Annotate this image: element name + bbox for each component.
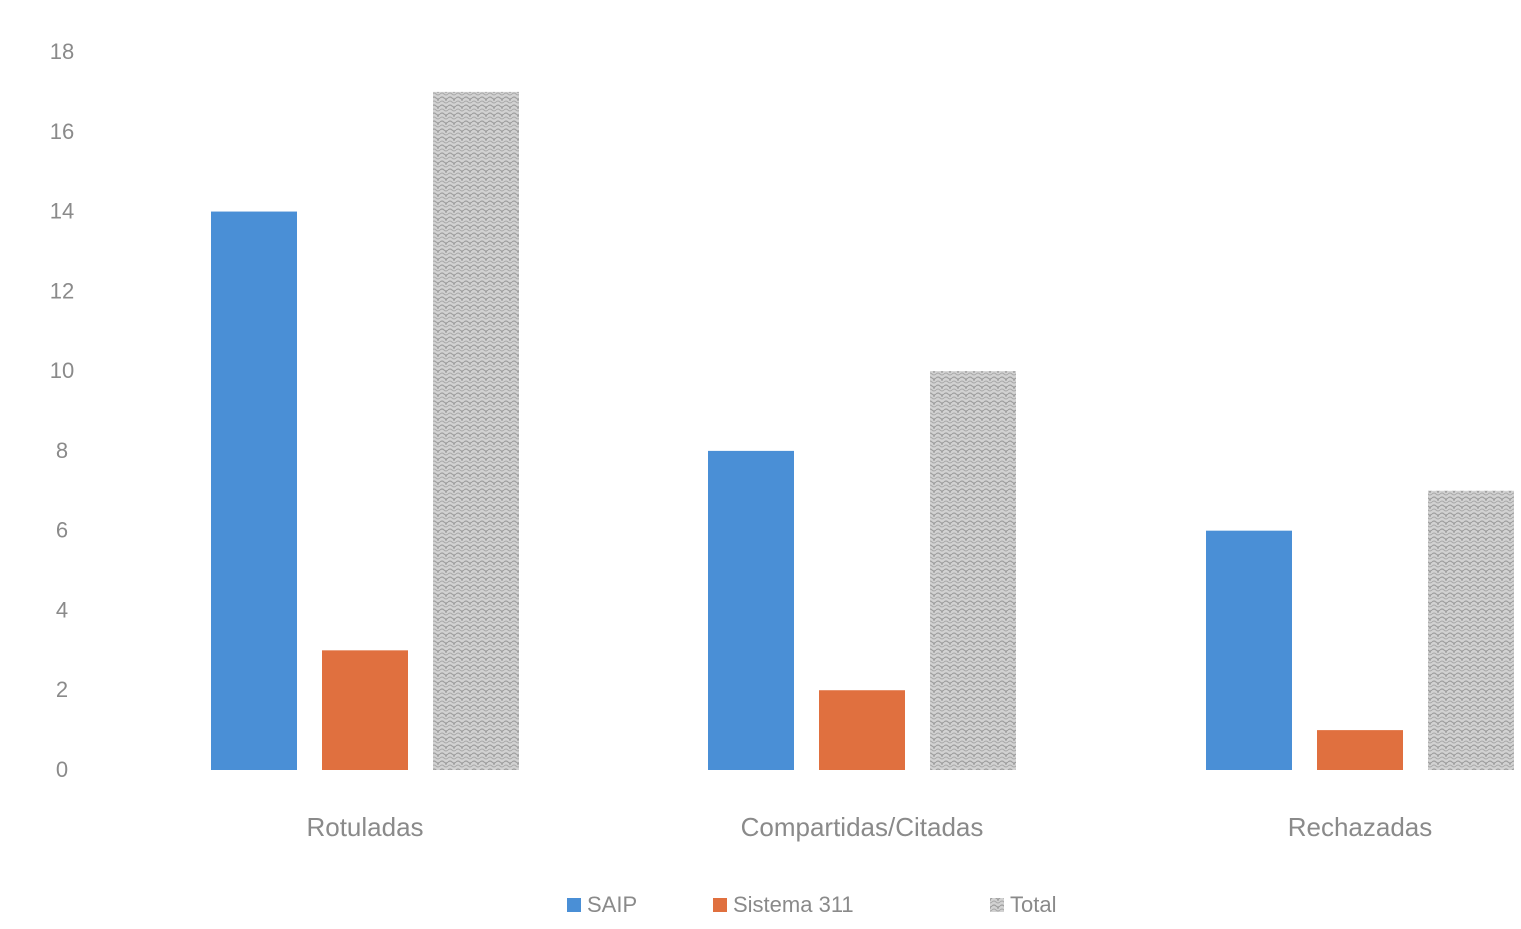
y-tick-label: 6: [56, 518, 68, 543]
y-tick-label: 18: [50, 39, 74, 64]
bar-sistema-311-0: [322, 650, 408, 770]
bar-saip-2: [1206, 530, 1292, 770]
legend-swatch-sistema-311: [713, 898, 727, 912]
bars-group: [211, 91, 1514, 771]
x-axis: Rotuladas Compartidas/Citadas Rechazadas: [306, 812, 1432, 842]
y-tick-label: 4: [56, 597, 68, 622]
x-category-label: Compartidas/Citadas: [741, 812, 984, 842]
bar-sistema-311-1: [819, 690, 905, 770]
y-tick-label: 0: [56, 757, 68, 782]
legend-label: SAIP: [587, 892, 637, 917]
x-category-label: Rotuladas: [306, 812, 423, 842]
legend: SAIP Sistema 311 Total: [567, 892, 1056, 917]
legend-label: Sistema 311: [733, 892, 854, 917]
x-category-label: Rechazadas: [1288, 812, 1433, 842]
legend-label: Total: [1010, 892, 1056, 917]
y-tick-label: 14: [50, 199, 74, 224]
y-tick-label: 8: [56, 438, 68, 463]
bar-total-2: [1428, 490, 1514, 770]
y-tick-label: 12: [50, 278, 74, 303]
legend-swatch-saip: [567, 898, 581, 912]
y-tick-label: 2: [56, 677, 68, 702]
y-tick-label: 10: [50, 358, 74, 383]
y-axis: 0 2 4 6 8 10 12 14 16 18: [50, 39, 74, 782]
legend-swatch-total: [990, 898, 1004, 912]
bar-saip-1: [708, 450, 794, 770]
bar-saip-0: [211, 211, 297, 771]
y-tick-label: 16: [50, 119, 74, 144]
bar-total-1: [930, 371, 1016, 770]
bar-total-0: [433, 91, 519, 770]
bar-sistema-311-2: [1317, 730, 1403, 770]
